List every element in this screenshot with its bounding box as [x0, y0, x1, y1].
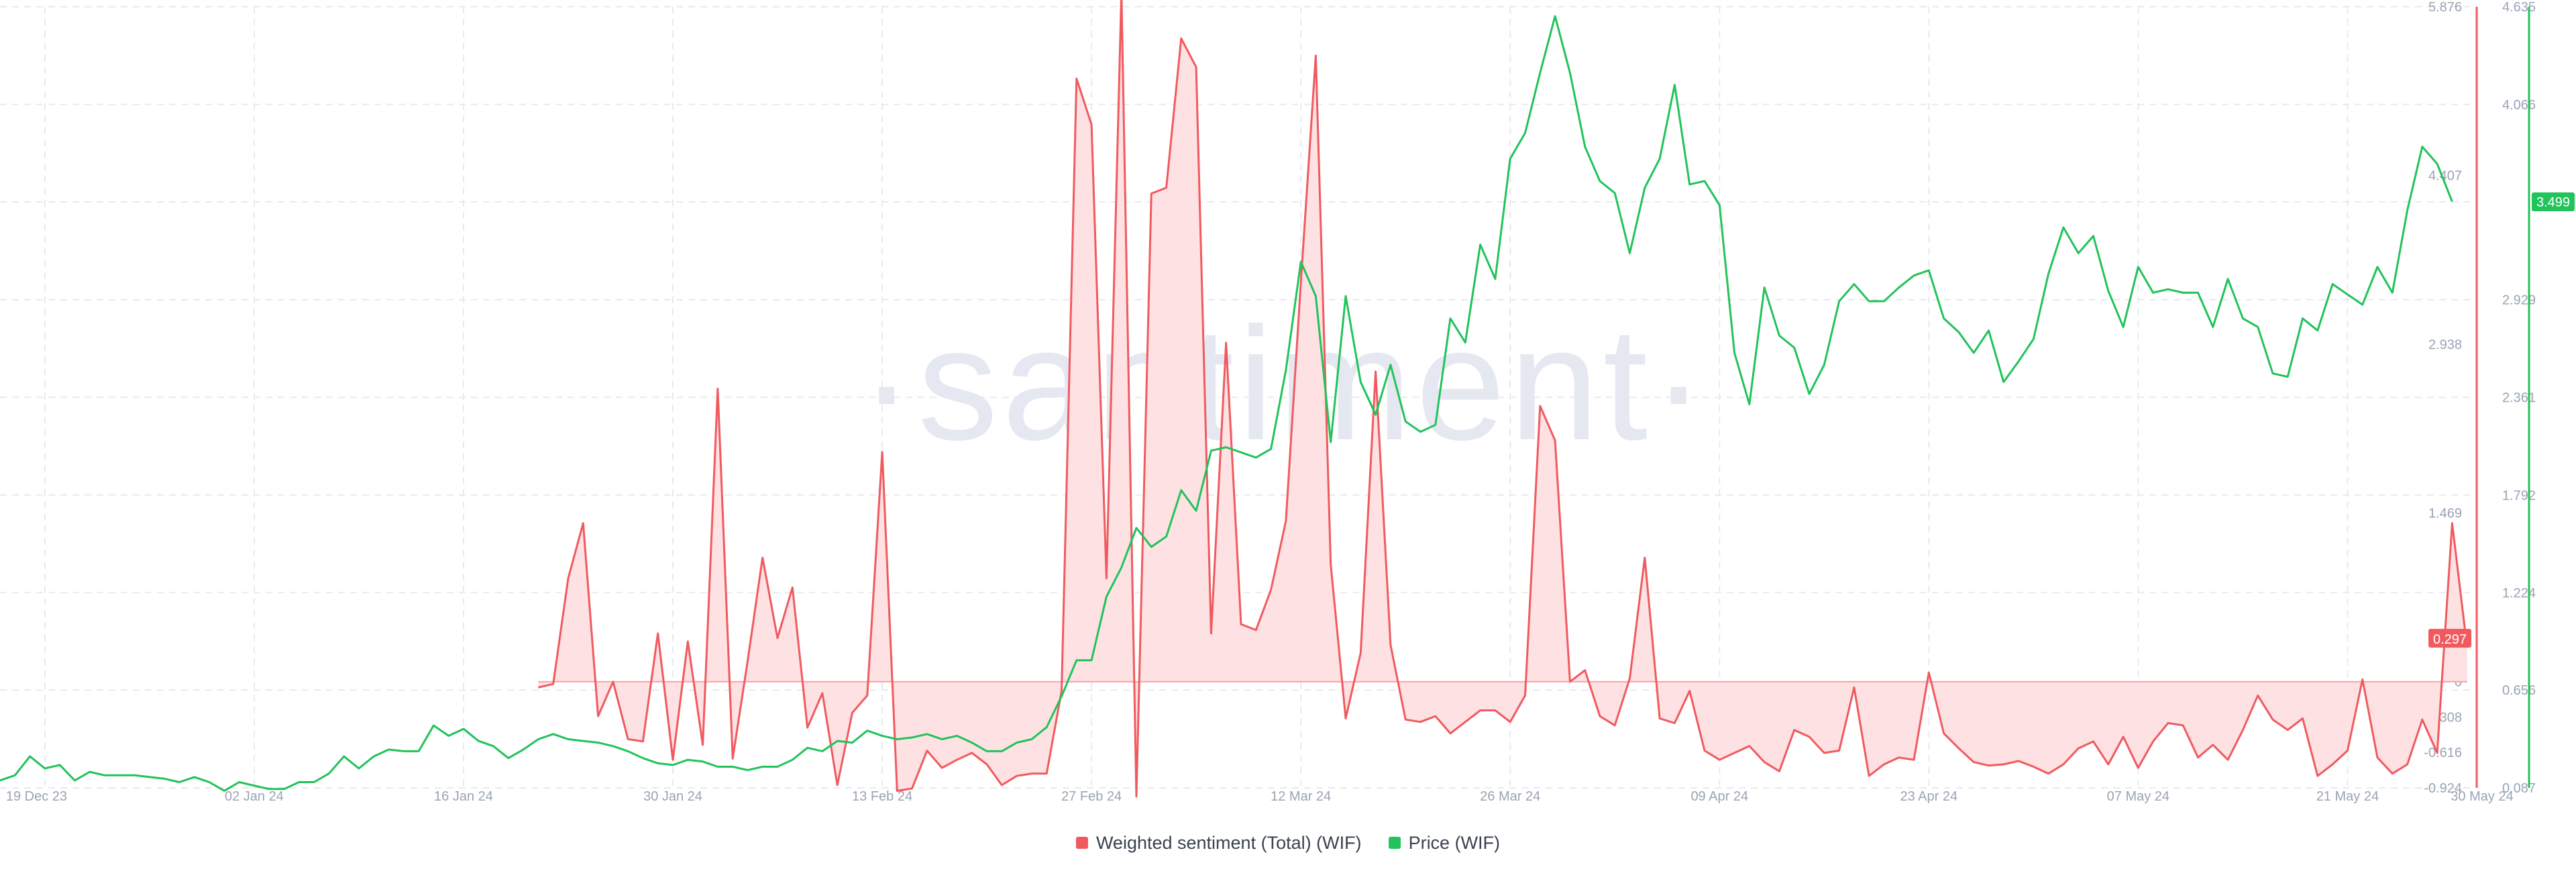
x-tick-label: 30 Jan 24 [643, 789, 702, 804]
x-tick-label: 19 Dec 23 [6, 789, 67, 804]
sentiment-value-badge-text: 0.297 [2433, 632, 2467, 647]
x-tick-label: 16 Jan 24 [434, 789, 493, 804]
legend-swatch-sentiment [1075, 837, 1088, 849]
legend-item-price[interactable]: Price (WIF) [1388, 832, 1501, 854]
legend-label-sentiment: Weighted sentiment (Total) (WIF) [1095, 832, 1362, 853]
x-tick-label: 13 Feb 24 [852, 789, 912, 804]
x-tick-label: 23 Apr 24 [1900, 789, 1957, 804]
y-right-tick-label: 1.792 [2502, 488, 2536, 503]
sentiment-value-badge [2428, 628, 2471, 648]
price-value-badge [2532, 192, 2575, 211]
y-right-tick-label: 0.656 [2502, 683, 2536, 698]
y-left-tick-label: 1.469 [2428, 506, 2462, 521]
axes: 19 Dec 23 02 Jan 24 16 Jan 24 30 Jan 24 13 F… [6, 0, 2536, 804]
legend-swatch-price [1388, 837, 1401, 849]
y-left-tick-label: 4.407 [2428, 169, 2462, 184]
y-right-tick-label: 4.635 [2502, 0, 2536, 15]
x-tick-label: 07 May 24 [2107, 789, 2169, 804]
legend-label-price: Price (WIF) [1408, 832, 1501, 853]
x-tick-label: 09 Apr 24 [1690, 789, 1748, 804]
price-value-badge-text: 3.499 [2536, 195, 2570, 210]
x-tick-label: 27 Feb 24 [1061, 789, 1122, 804]
legend-item-sentiment[interactable]: Weighted sentiment (Total) (WIF) [1075, 832, 1362, 854]
value-badges: 0.297 3.499 [2428, 192, 2575, 648]
sentiment-line [538, 0, 2469, 798]
y-right-tick-label: 1.224 [2502, 586, 2536, 601]
price-line [0, 15, 2453, 792]
y-left-tick-label: -0.924 [2424, 781, 2462, 796]
y-right-tick-label: 0.087 [2502, 781, 2536, 796]
y-left-tick-label: 5.876 [2428, 0, 2462, 15]
x-tick-label: 30 May 24 [2451, 789, 2513, 804]
series [0, 0, 2469, 798]
x-tick-label: 26 Mar 24 [1480, 789, 1540, 804]
y-right-tick-label: 4.066 [2502, 98, 2536, 113]
y-right-tick-label: 2.929 [2502, 293, 2536, 308]
y-left-tick-label: -0.616 [2424, 746, 2462, 760]
x-tick-label: 21 May 24 [2316, 789, 2379, 804]
x-tick-label: 12 Mar 24 [1271, 789, 1331, 804]
legend: Weighted sentiment (Total) (WIF) Price (… [0, 826, 2576, 860]
watermark: ·santiment· [860, 294, 1709, 473]
x-tick-label: 02 Jan 24 [225, 789, 284, 804]
y-left-tick-label: 2.938 [2428, 337, 2462, 352]
y-right-tick-label: 2.361 [2502, 391, 2536, 406]
